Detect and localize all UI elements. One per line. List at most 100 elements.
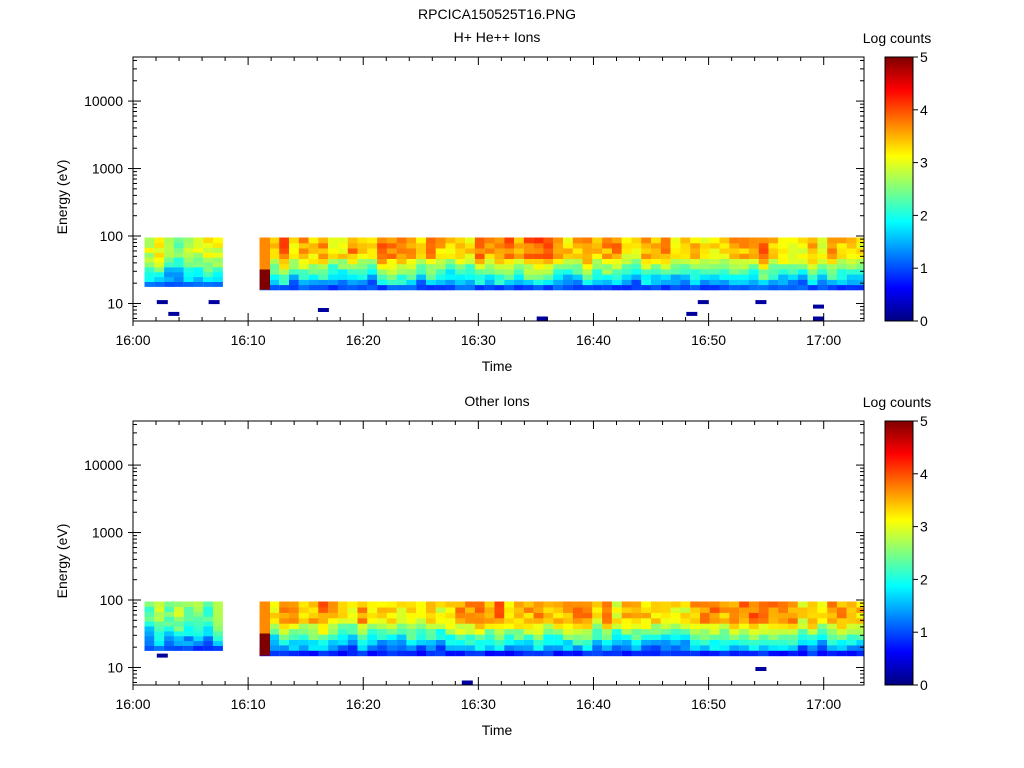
heatmap-cell	[748, 284, 759, 291]
heatmap-cell	[807, 639, 818, 646]
heatmap-cell	[748, 634, 759, 640]
heatmap-cell	[259, 601, 270, 634]
heatmap-cell	[504, 650, 515, 657]
heatmap-cell	[543, 639, 554, 646]
heatmap-cell	[279, 263, 290, 270]
heatmap-cell	[203, 606, 214, 612]
heatmap-cell	[445, 274, 456, 280]
heatmap-cell	[318, 612, 329, 619]
heatmap-cell	[445, 279, 456, 286]
heatmap-cell	[729, 253, 740, 259]
heatmap-cell	[474, 279, 485, 286]
heatmap-cell	[807, 644, 818, 651]
heatmap-cell	[416, 601, 427, 608]
heatmap-cell	[213, 606, 223, 612]
heatmap-cell	[465, 639, 475, 646]
heatmap-cell	[494, 253, 505, 259]
heatmap-cell	[494, 628, 505, 635]
heatmap-cell	[533, 258, 544, 265]
heatmap-cell	[846, 284, 857, 291]
heatmap-cell	[465, 263, 475, 270]
heatmap-cell	[318, 284, 329, 291]
y-axis-label: Energy (eV)	[54, 160, 70, 235]
heatmap-cell	[788, 639, 798, 646]
heatmap-cell	[709, 612, 720, 619]
y-tick-label: 10000	[84, 93, 123, 109]
heatmap-cell	[318, 617, 329, 624]
heatmap-cell	[386, 237, 397, 244]
heatmap-cell	[154, 237, 165, 243]
heatmap-cell	[582, 279, 593, 286]
heatmap-cell	[553, 279, 564, 286]
heatmap-cell	[719, 279, 730, 286]
heatmap-cell	[768, 248, 779, 254]
heatmap-cell	[269, 634, 280, 640]
heatmap-cell	[768, 606, 779, 613]
heatmap-cell	[553, 258, 564, 265]
heatmap-cell	[611, 606, 622, 613]
x-tick-label: 16:30	[461, 696, 496, 712]
heatmap-cell	[523, 284, 534, 291]
heatmap-cell	[203, 630, 214, 637]
heatmap-cell	[543, 623, 554, 630]
heatmap-cell	[827, 612, 838, 619]
heatmap-cell	[144, 242, 155, 248]
heatmap-cell	[377, 634, 387, 640]
heatmap-cell	[484, 274, 495, 280]
heatmap-cell	[563, 612, 573, 619]
heatmap-cell	[592, 258, 603, 265]
heatmap-cell	[213, 237, 223, 243]
heatmap-cell	[377, 248, 387, 254]
heatmap-cell	[563, 258, 573, 265]
heatmap-cell	[328, 284, 338, 291]
heatmap-cell	[582, 263, 593, 270]
heatmap-cell	[602, 248, 612, 254]
heatmap-cell	[729, 617, 740, 624]
heatmap-cell	[553, 274, 564, 280]
heatmap-cell	[690, 617, 701, 624]
heatmap-cell	[173, 237, 184, 243]
heatmap-cell	[621, 279, 632, 286]
heatmap-cell	[328, 601, 338, 608]
heatmap-cell	[797, 623, 808, 630]
heatmap-cell	[700, 628, 710, 635]
heatmap-cell	[455, 284, 466, 291]
colorbar-tick-label: 1	[920, 624, 928, 640]
heatmap-cell	[611, 634, 622, 640]
heatmap-cell	[213, 257, 223, 263]
heatmap-cell	[788, 248, 798, 254]
heatmap-cell	[700, 623, 710, 630]
heatmap-cell	[183, 261, 194, 268]
heatmap-cell	[758, 268, 769, 275]
heatmap-cell	[729, 634, 740, 640]
heatmap-cell	[357, 644, 368, 651]
heatmap-cell	[553, 650, 564, 657]
heatmap-cell	[807, 617, 818, 624]
heatmap-cell	[651, 279, 661, 286]
heatmap-cell	[279, 639, 290, 646]
heatmap-cell	[641, 623, 652, 630]
x-tick-label: 16:40	[576, 332, 611, 348]
heatmap-cell	[670, 612, 681, 619]
heatmap-cell	[700, 639, 710, 646]
colorbar-ticks: 0 1 2 3 4 5	[913, 49, 928, 329]
heatmap-cell	[660, 650, 671, 657]
heatmap-cell	[846, 248, 857, 254]
heatmap-cell	[406, 601, 417, 608]
heatmap-cell	[709, 628, 720, 635]
heatmap-cell	[337, 601, 348, 608]
heatmap-cell	[337, 634, 348, 640]
heatmap-cell	[494, 601, 505, 608]
heatmap-cell	[445, 606, 456, 613]
heatmap-cell	[846, 279, 857, 286]
heatmap-cell	[602, 623, 612, 630]
heatmap-cell	[836, 274, 847, 280]
heatmap-cell	[164, 242, 174, 248]
heatmap-cell	[269, 268, 280, 275]
heatmap-cell	[660, 644, 671, 651]
heatmap-cell	[203, 635, 214, 642]
heatmap-cell	[533, 284, 544, 291]
heatmap-cell	[514, 284, 524, 291]
heatmap-cell	[183, 630, 194, 637]
